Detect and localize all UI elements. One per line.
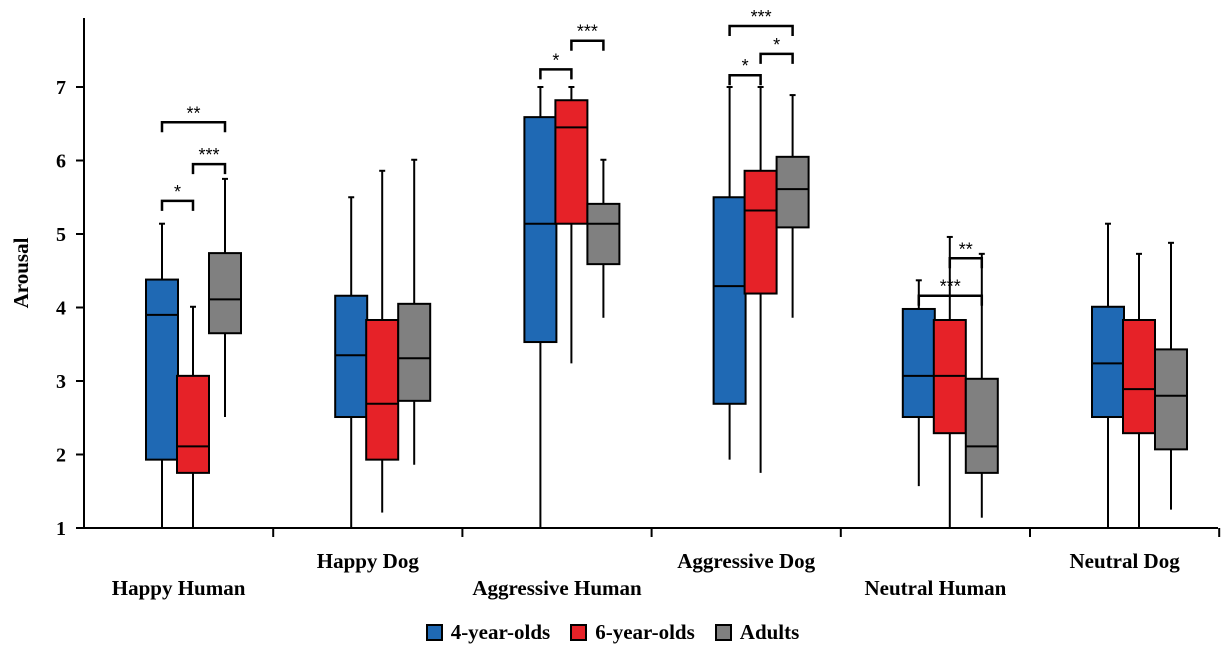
y-tick-label: 6 <box>56 151 66 173</box>
bracket-line <box>160 121 227 133</box>
y-ticks: 1 2 3 4 5 6 7 <box>56 77 1221 540</box>
legend-item: Adults <box>714 620 800 645</box>
box-adults-3 <box>775 94 810 318</box>
legend-label: 4-year-olds <box>450 620 551 644</box>
box-4-year-olds-3 <box>712 86 747 460</box>
bracket-line <box>191 162 227 175</box>
box-adults-0 <box>208 177 242 418</box>
significance-bracket: * <box>728 56 762 86</box>
significance-label: *** <box>751 7 772 27</box>
significance-label: * <box>174 182 181 202</box>
axes <box>83 18 1218 529</box>
box-adults-4 <box>964 252 999 518</box>
significance-label: * <box>742 56 749 76</box>
category-label: Aggressive Human <box>472 576 642 600</box>
significance-label: *** <box>940 277 961 297</box>
box-6-year-olds-3 <box>743 86 778 473</box>
significance-bracket: *** <box>570 22 605 51</box>
box-series <box>145 86 1188 528</box>
legend-label: Adults <box>739 620 800 644</box>
box-adults-5 <box>1154 241 1188 510</box>
y-tick-label: 7 <box>56 77 66 99</box>
y-tick-label: 1 <box>56 518 66 540</box>
bracket-line <box>948 257 984 269</box>
box-6-year-olds-5 <box>1122 252 1156 528</box>
significance-bracket: * <box>539 50 573 80</box>
iqr-box <box>712 196 747 405</box>
legend-swatch <box>714 624 732 641</box>
iqr-box <box>1154 348 1188 451</box>
iqr-box <box>901 307 936 419</box>
significance-label: *** <box>198 145 219 165</box>
box-4-year-olds-0 <box>145 222 179 528</box>
iqr-box <box>743 169 778 295</box>
category-label: Happy Dog <box>317 549 420 573</box>
iqr-box <box>334 294 369 419</box>
iqr-box <box>208 252 242 335</box>
bracket-line <box>539 68 573 80</box>
significance-bracket: ** <box>160 103 227 133</box>
bracket-line <box>728 24 794 36</box>
box-4-year-olds-1 <box>334 196 369 528</box>
box-4-year-olds-4 <box>901 279 936 487</box>
y-tick-label: 3 <box>56 371 66 393</box>
iqr-box <box>365 318 400 461</box>
y-tick-label: 2 <box>56 445 66 467</box>
significance-label: ** <box>959 239 973 259</box>
bracket-line <box>570 39 605 51</box>
significance-bracket: * <box>759 35 794 64</box>
bracket-line <box>759 52 794 64</box>
iqr-box <box>145 278 179 461</box>
box-adults-1 <box>397 158 432 465</box>
significance-bracket: ** <box>948 239 984 269</box>
iqr-box <box>586 202 621 266</box>
significance-bracket: * <box>160 182 195 211</box>
legend-swatch <box>425 624 443 641</box>
bracket-line <box>160 199 195 211</box>
category-label: Neutral Dog <box>1069 549 1180 573</box>
significance-brackets: ******************** <box>160 7 984 306</box>
legend-swatch <box>570 624 588 641</box>
box-6-year-olds-4 <box>932 235 967 528</box>
legend-label: 6-year-olds <box>595 620 695 644</box>
iqr-box <box>523 116 558 344</box>
category-label: Neutral Human <box>865 576 1007 600</box>
significance-bracket: *** <box>728 7 794 36</box>
significance-label: * <box>552 50 559 70</box>
y-tick-label: 4 <box>56 298 66 320</box>
box-adults-2 <box>586 158 621 318</box>
iqr-box <box>176 374 210 474</box>
box-4-year-olds-5 <box>1091 222 1125 528</box>
category-labels: Happy Human Happy Dog Aggressive Human Aggr… <box>112 549 1180 600</box>
significance-bracket: *** <box>917 277 984 306</box>
category-label: Aggressive Dog <box>677 549 815 573</box>
significance-label: *** <box>577 22 598 42</box>
bracket-line <box>917 294 984 306</box>
iqr-box <box>775 155 810 229</box>
significance-label: * <box>773 35 780 55</box>
category-label: Happy Human <box>112 576 246 600</box>
iqr-box <box>1091 305 1125 419</box>
iqr-box <box>397 302 432 402</box>
significance-label: ** <box>186 103 200 123</box>
y-tick-label: 5 <box>56 224 66 246</box>
iqr-box <box>554 99 589 225</box>
box-6-year-olds-1 <box>365 169 400 513</box>
iqr-box <box>1122 318 1156 435</box>
legend-item: 4-year-olds <box>425 620 551 645</box>
legend: 4-year-olds 6-year-olds Adults <box>0 620 1225 645</box>
box-4-year-olds-2 <box>523 86 558 528</box>
bracket-line <box>728 73 762 86</box>
iqr-box <box>964 377 999 474</box>
legend-item: 6-year-olds <box>570 620 695 645</box>
y-axis-title: Arousal <box>9 237 33 308</box>
box-6-year-olds-2 <box>554 86 589 364</box>
significance-bracket: *** <box>191 145 227 175</box>
box-6-year-olds-0 <box>176 305 210 528</box>
